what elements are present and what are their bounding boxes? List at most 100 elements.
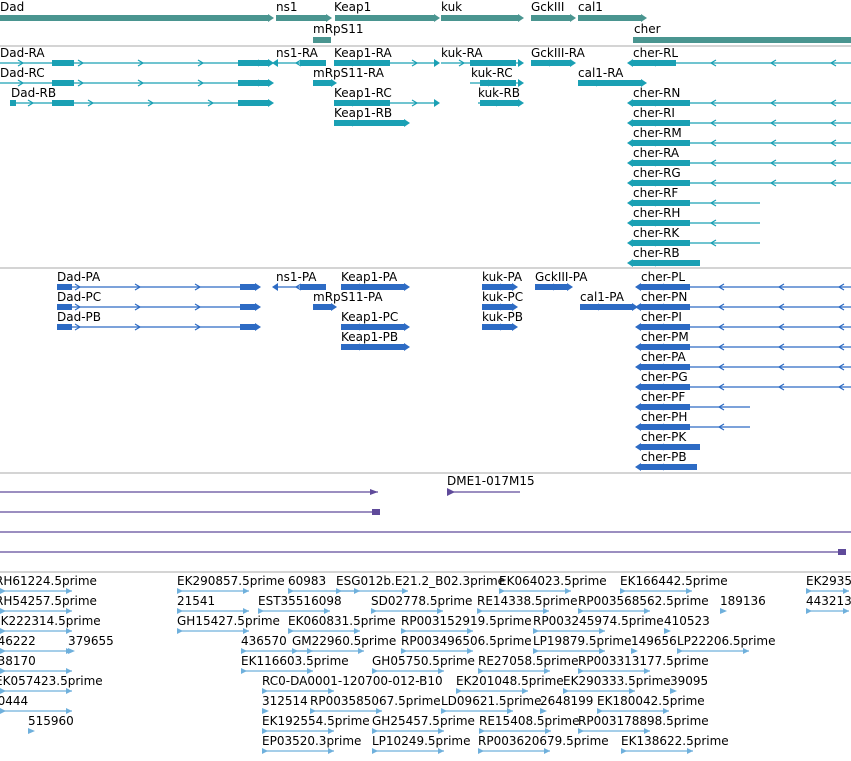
protein-kuk-pa[interactable] bbox=[482, 283, 518, 291]
est-gh25457-5prime[interactable] bbox=[372, 728, 444, 734]
transcript-cher-ra[interactable] bbox=[627, 159, 851, 167]
transcript-gckiii-ra[interactable] bbox=[531, 59, 576, 67]
est-esg012b-e21-2-b02-3prime[interactable] bbox=[336, 588, 408, 594]
protein-mrps11-pa[interactable] bbox=[313, 303, 337, 311]
protein-keap1-pc[interactable] bbox=[341, 323, 410, 331]
protein-kuk-pc[interactable] bbox=[482, 303, 518, 311]
transcript-cher-rn[interactable] bbox=[627, 99, 851, 107]
protein-cher-pf[interactable] bbox=[635, 403, 750, 411]
protein-ns1-pa[interactable] bbox=[272, 283, 326, 291]
est-ep03520-3prime[interactable] bbox=[262, 748, 334, 754]
protein-cher-pn[interactable] bbox=[635, 303, 851, 311]
gene-mrps11[interactable] bbox=[313, 37, 331, 43]
protein-kuk-pb[interactable] bbox=[482, 323, 518, 331]
est-21541[interactable] bbox=[177, 608, 249, 614]
transcript-kuk-rc[interactable] bbox=[470, 79, 524, 87]
est-gm22960-5prime[interactable] bbox=[292, 648, 364, 654]
est-ek192554-5prime[interactable] bbox=[262, 728, 334, 734]
gene-cal1[interactable] bbox=[578, 14, 647, 22]
transcript-cher-rm[interactable] bbox=[627, 139, 851, 147]
est-ek057423-5prime[interactable] bbox=[0, 688, 72, 694]
protein-dad-pb[interactable] bbox=[57, 323, 261, 331]
est-50444[interactable] bbox=[0, 708, 72, 714]
est-410523[interactable] bbox=[664, 628, 671, 634]
est-443213[interactable] bbox=[806, 608, 849, 614]
est-338170[interactable] bbox=[0, 668, 72, 674]
est-re14338-5prime[interactable] bbox=[477, 608, 549, 614]
est-rc0-da0001-120700-012-b10[interactable] bbox=[262, 688, 334, 694]
protein-cher-pa[interactable] bbox=[635, 363, 851, 371]
transcript-cher-ri[interactable] bbox=[627, 119, 851, 127]
clone-dme1-017m15[interactable] bbox=[447, 488, 520, 496]
transcript-cher-rk[interactable] bbox=[627, 239, 760, 247]
protein-keap1-pa[interactable] bbox=[341, 283, 410, 291]
est-lp19879-5prime[interactable] bbox=[533, 648, 605, 654]
transcript-keap1-rb[interactable] bbox=[334, 119, 410, 127]
protein-keap1-pb[interactable] bbox=[341, 343, 410, 351]
est-re15408-5prime[interactable] bbox=[479, 728, 551, 734]
gene-keap1[interactable] bbox=[335, 14, 440, 22]
est-ek060831-5prime[interactable] bbox=[288, 628, 360, 634]
clone-line[interactable] bbox=[0, 509, 380, 515]
est-rp003496506-5prime[interactable] bbox=[401, 648, 473, 654]
transcript-keap1-ra[interactable] bbox=[334, 59, 440, 67]
est-rh54257-5prime[interactable] bbox=[0, 608, 72, 614]
protein-dad-pc[interactable] bbox=[57, 303, 261, 311]
transcript-dad-ra[interactable] bbox=[0, 59, 274, 67]
gene-cher[interactable] bbox=[633, 37, 851, 43]
transcript-dad-rb[interactable] bbox=[10, 99, 274, 107]
est-312514[interactable] bbox=[262, 708, 269, 714]
est-ek166442-5prime[interactable] bbox=[620, 588, 692, 594]
transcript-cher-rf[interactable] bbox=[627, 199, 760, 207]
est-rp003585067-5prime[interactable] bbox=[310, 708, 382, 714]
est-rp003568562-5prime[interactable] bbox=[578, 608, 650, 614]
protein-gckiii-pa[interactable] bbox=[535, 283, 573, 291]
est-rp003313177-5prime[interactable] bbox=[578, 668, 650, 674]
protein-dad-pa[interactable] bbox=[57, 283, 261, 291]
est-ek2935[interactable] bbox=[806, 588, 849, 594]
est-re27058-5prime[interactable] bbox=[478, 668, 550, 674]
est-149656[interactable] bbox=[631, 648, 638, 654]
transcript-cher-rh[interactable] bbox=[627, 219, 760, 227]
est-39095[interactable] bbox=[670, 688, 677, 694]
transcript-keap1-rc[interactable] bbox=[334, 99, 440, 107]
protein-cher-pi[interactable] bbox=[635, 323, 851, 331]
est-ek116603-5prime[interactable] bbox=[241, 668, 313, 674]
est-ek138622-5prime[interactable] bbox=[621, 748, 693, 754]
est-lp10249-5prime[interactable] bbox=[372, 748, 444, 754]
est-est35516098[interactable] bbox=[258, 608, 330, 614]
protein-cher-pl[interactable] bbox=[635, 283, 851, 291]
protein-cal1-pa[interactable] bbox=[580, 303, 638, 311]
transcript-cal1-ra[interactable] bbox=[578, 79, 647, 87]
est-ek201048-5prime[interactable] bbox=[456, 688, 528, 694]
est-189136[interactable] bbox=[720, 608, 727, 614]
transcript-ns1-ra[interactable] bbox=[272, 59, 326, 67]
est-lp22206-5prime[interactable] bbox=[677, 648, 749, 654]
est-gh05750-5prime[interactable] bbox=[372, 668, 444, 674]
est-ek064023-5prime[interactable] bbox=[499, 588, 571, 594]
transcript-kuk-ra[interactable] bbox=[441, 59, 524, 67]
gene-kuk[interactable] bbox=[441, 14, 524, 22]
est-rp003152919-5prime[interactable] bbox=[401, 628, 473, 634]
protein-cher-pk[interactable] bbox=[635, 443, 700, 451]
transcript-dad-rc[interactable] bbox=[0, 79, 274, 87]
est-rh61224-5prime[interactable] bbox=[0, 588, 72, 594]
est-ek222314-5prime[interactable] bbox=[0, 628, 72, 634]
est-rp003178898-5prime[interactable] bbox=[578, 728, 650, 734]
est-gh15427-5prime[interactable] bbox=[177, 628, 249, 634]
est-sd02778-5prime[interactable] bbox=[371, 608, 443, 614]
protein-cher-ph[interactable] bbox=[635, 423, 750, 431]
est-ek290333-5prime[interactable] bbox=[563, 688, 635, 694]
est-515960[interactable] bbox=[28, 728, 35, 734]
gene-dad[interactable] bbox=[0, 14, 274, 22]
transcript-cher-rg[interactable] bbox=[627, 179, 851, 187]
est-2648199[interactable] bbox=[540, 708, 547, 714]
est-ek290857-5prime[interactable] bbox=[177, 588, 249, 594]
est-rp003620679-5prime[interactable] bbox=[478, 748, 550, 754]
protein-cher-pb[interactable] bbox=[635, 463, 697, 471]
transcript-mrps11-ra[interactable] bbox=[313, 79, 337, 87]
transcript-cher-rl[interactable] bbox=[627, 59, 851, 67]
gene-ns1[interactable] bbox=[276, 14, 332, 22]
protein-cher-pm[interactable] bbox=[635, 343, 851, 351]
est-379655[interactable] bbox=[68, 648, 75, 654]
